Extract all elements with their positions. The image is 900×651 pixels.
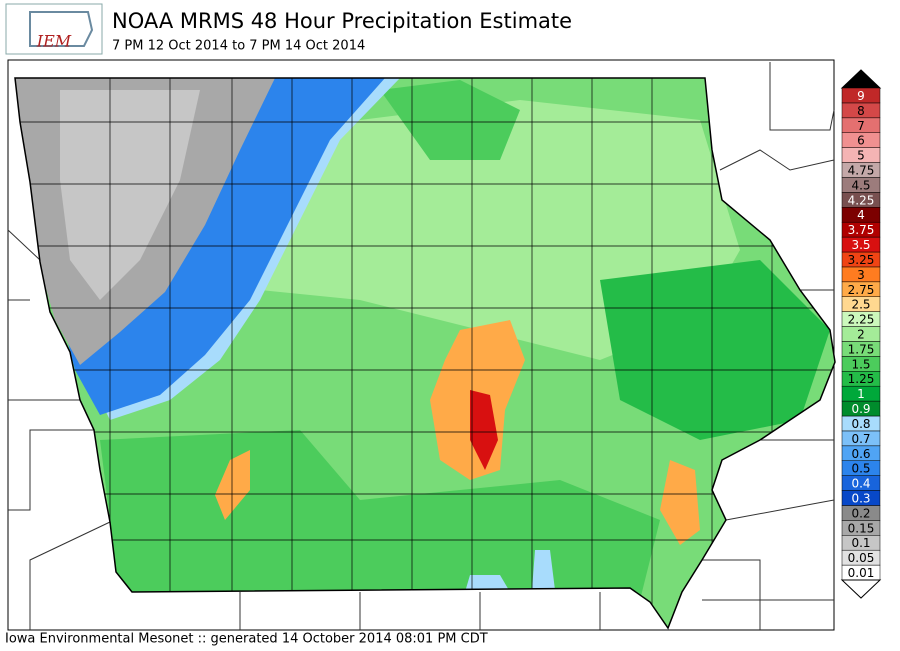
legend-label: 3 xyxy=(857,268,865,282)
legend-label: 0.2 xyxy=(851,506,870,520)
legend-label: 3.5 xyxy=(851,238,870,252)
legend-label: 0.8 xyxy=(851,417,870,431)
legend-label: 1.25 xyxy=(848,372,875,386)
precip-light-gray xyxy=(60,90,200,300)
logo-text: IEM xyxy=(36,32,72,51)
legend-label: 0.6 xyxy=(851,447,870,461)
legend-label: 2 xyxy=(857,328,865,342)
legend-label: 0.5 xyxy=(851,462,870,476)
legend-label: 0.9 xyxy=(851,402,870,416)
precip-heavy-north xyxy=(380,80,520,160)
legend-label: 0.15 xyxy=(848,521,875,535)
legend-top-arrow xyxy=(840,69,882,89)
legend-label: 0.1 xyxy=(851,536,870,550)
title: NOAA MRMS 48 Hour Precipitation Estimate xyxy=(112,9,572,33)
precip-light-blue-south xyxy=(465,550,555,592)
legend-label: 8 xyxy=(857,104,865,118)
legend-label: 9 xyxy=(857,89,865,103)
legend-label: 6 xyxy=(857,134,865,148)
logo: IEM xyxy=(5,3,103,55)
legend-swatch xyxy=(841,87,881,104)
subtitle: 7 PM 12 Oct 2014 to 7 PM 14 Oct 2014 xyxy=(112,39,365,54)
footer: Iowa Environmental Mesonet :: generated … xyxy=(5,632,488,647)
legend-label: 4.5 xyxy=(851,178,870,192)
legend-label: 0.01 xyxy=(848,566,875,580)
legend-label: 2.25 xyxy=(848,313,875,327)
legend-label: 2.75 xyxy=(848,283,875,297)
county-lines xyxy=(15,78,835,628)
precip-field xyxy=(15,78,835,628)
legend: 0.010.050.10.150.20.30.40.50.60.70.80.91… xyxy=(840,69,882,599)
legend-label: 7 xyxy=(857,119,865,133)
legend-label: 1.75 xyxy=(848,342,875,356)
legend-label: 3.25 xyxy=(848,253,875,267)
neighbor-borders xyxy=(7,62,835,630)
legend-label: 0.4 xyxy=(851,477,870,491)
legend-label: 4.25 xyxy=(848,193,875,207)
legend-label: 4.75 xyxy=(848,164,875,178)
legend-label: 1 xyxy=(857,387,865,401)
legend-label: 1.5 xyxy=(851,357,870,371)
legend-label: 0.7 xyxy=(851,432,870,446)
legend-label: 2.5 xyxy=(851,298,870,312)
precip-orange-se xyxy=(660,460,700,545)
legend-label: 0.3 xyxy=(851,492,870,506)
logo-state xyxy=(29,11,94,47)
precip-red xyxy=(470,390,498,470)
precip-orange-sw xyxy=(215,450,250,520)
legend-label: 5 xyxy=(857,149,865,163)
legend-label: 4 xyxy=(857,208,865,222)
legend-label: 3.75 xyxy=(848,223,875,237)
legend-label: 0.05 xyxy=(848,551,875,565)
legend-bottom-arrow xyxy=(840,579,882,599)
precip-heavy-east xyxy=(600,260,830,440)
